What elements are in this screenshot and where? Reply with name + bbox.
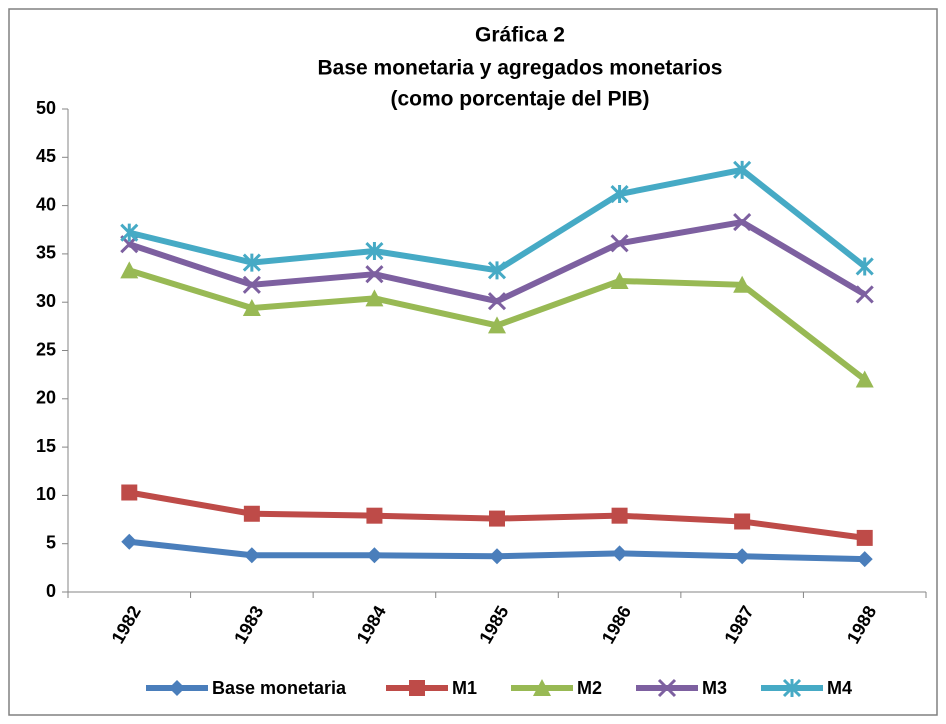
marker — [489, 510, 505, 527]
marker-shape — [121, 484, 138, 501]
marker-shape — [611, 507, 628, 524]
marker-shape — [366, 547, 383, 564]
marker — [489, 548, 505, 565]
marker-shape — [734, 513, 751, 530]
marker — [243, 505, 260, 522]
marker — [365, 241, 384, 261]
marker — [366, 507, 383, 524]
marker — [733, 212, 752, 232]
chart-title: Gráfica 2 — [475, 24, 565, 47]
marker-shape — [610, 234, 629, 253]
marker — [855, 285, 874, 304]
marker-shape — [733, 160, 752, 179]
marker — [733, 160, 752, 179]
marker — [734, 513, 751, 530]
chart-subtitle: (como porcentaje del PIB) — [390, 88, 649, 111]
legend-label: Base monetaria — [212, 678, 347, 698]
marker-shape — [855, 285, 874, 304]
marker-shape — [487, 261, 507, 280]
marker — [488, 316, 506, 334]
marker — [611, 507, 628, 524]
marker — [243, 547, 260, 564]
marker — [366, 547, 383, 564]
chart-subtitle: Base monetaria y agregados monetarios — [318, 57, 723, 80]
y-tick-label: 10 — [36, 484, 56, 504]
marker — [734, 548, 751, 565]
y-tick-label: 25 — [36, 339, 56, 359]
marker — [242, 275, 261, 294]
y-tick-label: 5 — [46, 532, 56, 552]
marker — [610, 234, 629, 253]
marker — [487, 261, 507, 280]
marker — [120, 261, 139, 279]
marker — [533, 679, 551, 696]
marker-shape — [856, 529, 873, 546]
marker — [487, 292, 507, 311]
marker-shape — [242, 253, 261, 272]
marker-shape — [733, 275, 752, 293]
y-tick-label: 35 — [36, 243, 56, 263]
marker-shape — [487, 292, 507, 311]
marker-shape — [489, 548, 505, 565]
marker — [855, 370, 874, 388]
marker — [365, 289, 384, 307]
marker — [365, 265, 384, 284]
y-tick-label: 40 — [36, 194, 56, 214]
legend-label: M2 — [577, 678, 602, 698]
marker-shape — [409, 680, 425, 696]
marker-shape — [733, 212, 752, 232]
marker — [610, 271, 629, 289]
marker-shape — [121, 533, 138, 550]
legend-label: M1 — [452, 678, 477, 698]
marker-shape — [243, 547, 260, 564]
marker-shape — [782, 678, 802, 698]
marker — [610, 184, 629, 204]
legend-label: M3 — [702, 678, 727, 698]
y-tick-label: 15 — [36, 436, 56, 456]
legend-label: M4 — [827, 678, 852, 698]
marker — [611, 545, 628, 562]
marker-shape — [169, 680, 185, 696]
marker-shape — [365, 265, 384, 284]
marker — [120, 223, 139, 242]
marker-shape — [365, 289, 384, 307]
marker-shape — [856, 551, 873, 568]
marker-shape — [610, 271, 629, 289]
marker — [169, 680, 185, 696]
marker-shape — [243, 505, 260, 522]
marker — [856, 529, 873, 546]
marker-shape — [366, 507, 383, 524]
marker-shape — [120, 261, 139, 279]
marker — [121, 533, 138, 550]
y-tick-label: 45 — [36, 146, 56, 166]
marker-shape — [611, 545, 628, 562]
marker-shape — [488, 316, 506, 334]
marker — [657, 678, 677, 698]
marker-shape — [489, 510, 505, 527]
marker-shape — [610, 184, 629, 204]
y-tick-label: 0 — [46, 581, 56, 601]
marker — [733, 275, 752, 293]
marker — [409, 680, 425, 696]
marker — [855, 257, 874, 276]
marker — [782, 678, 802, 698]
marker-shape — [120, 223, 139, 242]
chart-border — [8, 8, 938, 716]
marker-shape — [855, 257, 874, 276]
y-tick-label: 20 — [36, 388, 56, 408]
marker-shape — [365, 241, 384, 261]
marker-shape — [855, 370, 874, 388]
marker — [856, 551, 873, 568]
marker-shape — [242, 275, 261, 294]
marker — [121, 484, 138, 501]
marker-shape — [657, 678, 677, 698]
y-tick-label: 50 — [36, 98, 56, 118]
marker-shape — [734, 548, 751, 565]
marker — [242, 298, 261, 316]
marker — [242, 253, 261, 272]
marker-shape — [242, 298, 261, 316]
marker-shape — [533, 679, 551, 696]
y-tick-label: 30 — [36, 291, 56, 311]
